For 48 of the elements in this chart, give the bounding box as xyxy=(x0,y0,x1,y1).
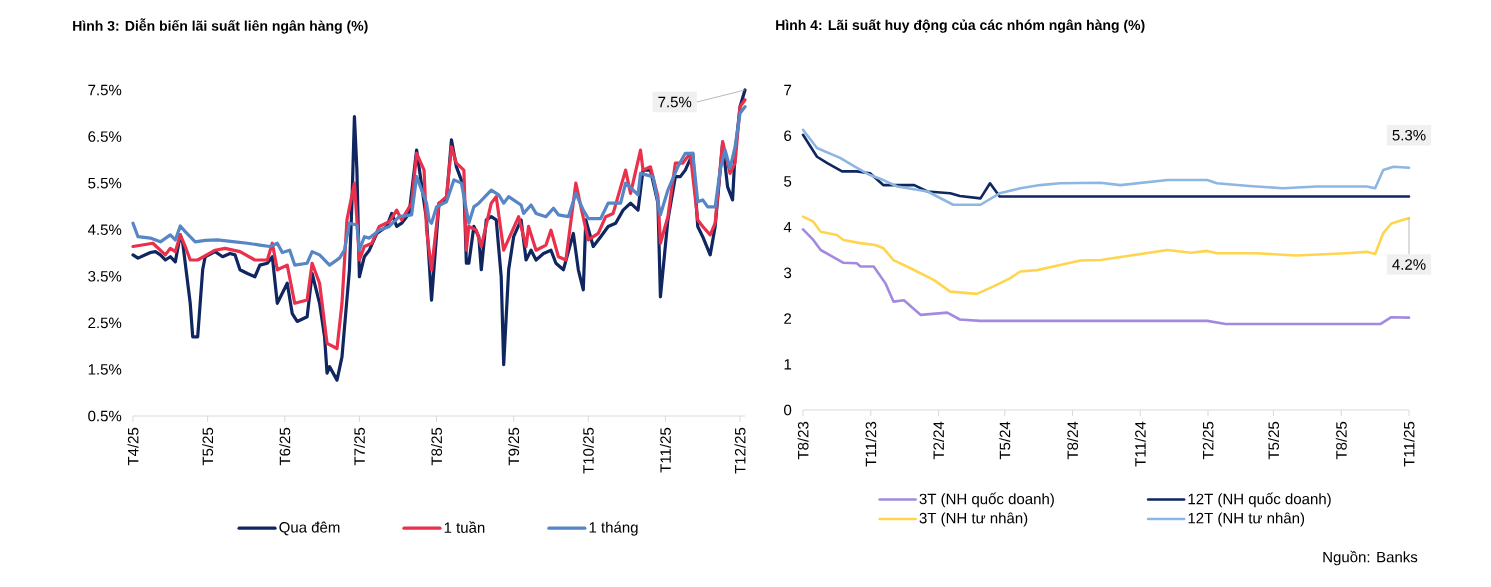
annotation: 4.2% xyxy=(1392,259,1426,270)
y-tick-label: 6 xyxy=(784,130,792,142)
x-tick-label: T5/24 xyxy=(999,421,1011,460)
y-tick-label: 4.5% xyxy=(87,224,122,235)
y-tick-label: 1 xyxy=(784,359,792,370)
y-tick-label: 6.5% xyxy=(88,131,122,142)
legend-label: 1 tuần xyxy=(444,521,485,533)
text: Nguồn: Banks xyxy=(1323,550,1418,566)
y-tick-label: 0.5% xyxy=(88,410,122,422)
legend-label: 12T (NH tư nhân) xyxy=(1188,512,1305,527)
chart-title: Hình 4: Lãi suất huy động của các nhóm ngân hàng (%) xyxy=(776,19,1145,33)
x-tick-label: T10/25 xyxy=(582,427,594,474)
y-tick-label: 5.5% xyxy=(88,177,122,189)
y-tick-label: 5 xyxy=(784,176,792,187)
y-tick-label: 7 xyxy=(784,84,792,96)
x-tick-label: T8/25 xyxy=(431,427,443,466)
x-tick-label: T11/24 xyxy=(1134,421,1146,467)
x-tick-label: T11/23 xyxy=(865,421,877,467)
y-tick-label: 2 xyxy=(784,313,792,324)
x-tick-label: T12/25 xyxy=(734,427,746,474)
x-tick-label: T8/24 xyxy=(1067,421,1079,460)
y-tick-label: 0 xyxy=(784,404,792,416)
x-tick-label: T8/23 xyxy=(797,421,809,460)
y-tick-label: 3.5% xyxy=(88,270,122,282)
legend-label: 3T (NH quốc doanh) xyxy=(919,492,1054,508)
x-tick-label: T2/25 xyxy=(1202,421,1214,460)
legend-label: 1 tháng xyxy=(589,521,638,536)
y-tick-label: 2.5% xyxy=(88,317,122,329)
x-tick-label: T4/25 xyxy=(127,427,139,466)
x-tick-label: T11/25 xyxy=(659,427,671,473)
x-tick-label: T5/25 xyxy=(202,427,214,466)
x-tick-label: T9/25 xyxy=(508,427,520,466)
chart-title: Hình 3: Diễn biến lãi suất liên ngân hàng (%) xyxy=(73,18,368,34)
y-tick-label: 3 xyxy=(784,267,792,279)
x-tick-label: T5/25 xyxy=(1268,421,1280,460)
x-tick-label: T7/25 xyxy=(353,427,365,466)
x-tick-label: T6/25 xyxy=(279,427,291,466)
legend-label: 3T (NH tư nhân) xyxy=(919,512,1028,527)
y-tick-label: 4 xyxy=(783,221,792,233)
legend-label: Qua đêm xyxy=(279,521,340,536)
x-tick-label: T11/25 xyxy=(1403,421,1415,467)
x-tick-label: T8/25 xyxy=(1335,421,1347,460)
y-tick-label: 1.5% xyxy=(88,364,122,375)
y-tick-label: 7.5% xyxy=(88,84,122,96)
x-tick-label: T2/24 xyxy=(932,421,944,460)
annotation: 5.3% xyxy=(1392,129,1426,141)
legend-label: 12T (NH quốc doanh) xyxy=(1188,492,1331,508)
annotation: 7.5% xyxy=(658,96,692,108)
